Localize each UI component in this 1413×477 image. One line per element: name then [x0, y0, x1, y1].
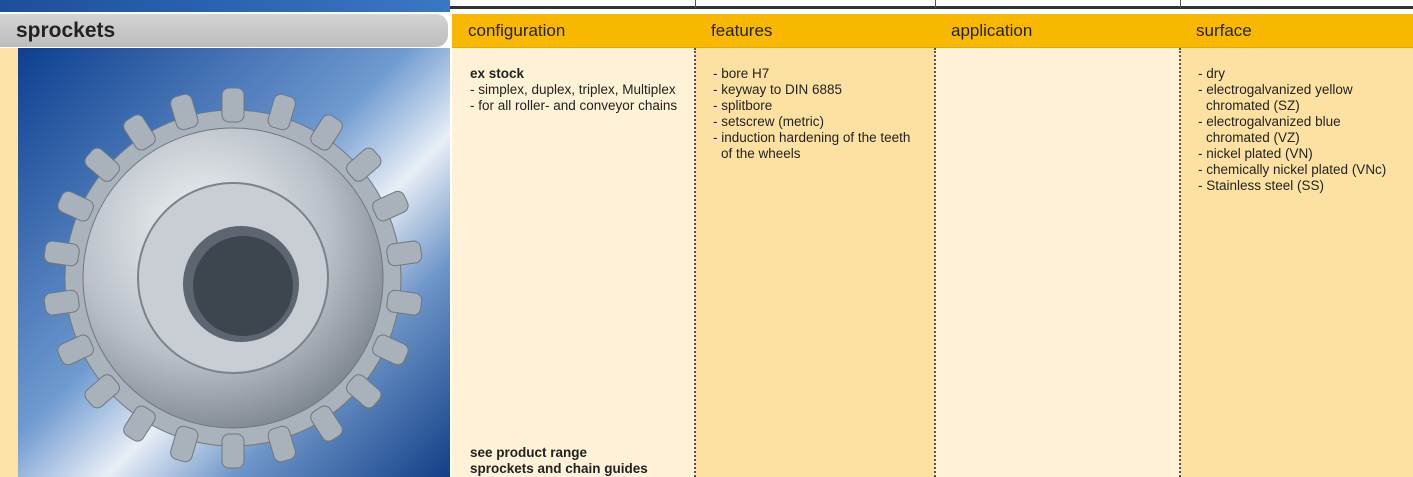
- sprocket-tooth: [310, 114, 343, 151]
- sprocket-tooth: [372, 190, 409, 222]
- sprocket-tooth: [372, 334, 409, 366]
- lead-text: ex stock: [470, 66, 525, 81]
- list-item: - electrogalvanized yellow chromated (SZ…: [1198, 82, 1353, 113]
- column-header: configuration: [468, 21, 566, 40]
- column: ex stock - simplex, duplex, triplex, Mult…: [452, 48, 695, 477]
- sprocket-tooth: [221, 433, 245, 469]
- column-header: surface: [1196, 21, 1252, 40]
- left-strip: [0, 48, 18, 477]
- sprocket-tooth: [123, 114, 156, 151]
- list-item: - chemically nickel plated (VNc): [1198, 162, 1387, 177]
- sprocket-tooth: [84, 374, 120, 409]
- sprocket-tooth: [386, 289, 423, 316]
- column-header: features: [711, 21, 773, 40]
- sprocket-tooth: [43, 240, 80, 267]
- column: - bore H7- keyway to DIN 6885- splitbore…: [695, 48, 935, 477]
- header-bar: configuration features application surface: [452, 14, 1413, 48]
- column-divider: [694, 48, 696, 477]
- list-item: - Stainless steel (SS): [1198, 178, 1325, 193]
- sprocket-tooth: [386, 240, 423, 267]
- list-item: - electrogalvanized blue chromated (VZ): [1198, 114, 1341, 145]
- column: [935, 48, 1180, 477]
- sprocket: [43, 87, 423, 469]
- list-item: - dry: [1198, 66, 1225, 81]
- sprocket-tooth: [267, 93, 296, 131]
- list-item: - induction hardening of the teeth of th…: [713, 130, 911, 161]
- top-band: [0, 0, 450, 12]
- top-rule: [450, 6, 1413, 9]
- sprocket-tooth: [123, 405, 156, 442]
- list-item: - splitbore: [713, 98, 773, 113]
- list-item: - nickel plated (VN): [1198, 146, 1313, 161]
- list-item: - simplex, duplex, triplex, Multiplex: [470, 82, 676, 97]
- rule-tick: [695, 0, 696, 8]
- list-item: - bore H7: [713, 66, 770, 81]
- sprocket-tooth: [221, 87, 245, 123]
- list-item: - keyway to DIN 6885: [713, 82, 843, 97]
- section-title: sprockets: [0, 14, 448, 47]
- footer-line: see product range: [470, 445, 588, 460]
- list-item: - for all roller- and conveyor chains: [470, 98, 678, 113]
- sprocket-tooth: [170, 93, 199, 131]
- column-divider: [1179, 48, 1181, 477]
- rule-tick: [1180, 0, 1181, 8]
- sprocket-tooth: [43, 289, 80, 316]
- sprocket-tooth: [57, 190, 94, 222]
- sprocket-tooth: [170, 425, 199, 463]
- rule-tick: [935, 0, 936, 8]
- column-header: application: [951, 21, 1033, 40]
- column-divider: [934, 48, 936, 477]
- footer-line: sprockets and chain guides: [470, 461, 648, 476]
- column: - dry - electrogalvanized yellow chromate…: [1180, 48, 1413, 477]
- sprocket-tooth: [267, 425, 296, 463]
- sprocket-tooth: [57, 334, 94, 366]
- sprocket-tooth: [346, 147, 382, 182]
- sprocket-tooth: [346, 374, 382, 409]
- list-item: - setscrew (metric): [713, 114, 824, 129]
- sprocket-tooth: [310, 405, 343, 442]
- product-image: [18, 48, 450, 477]
- sprocket-tooth: [84, 147, 120, 182]
- footer-note: see product range sprockets and chain gui…: [470, 445, 648, 477]
